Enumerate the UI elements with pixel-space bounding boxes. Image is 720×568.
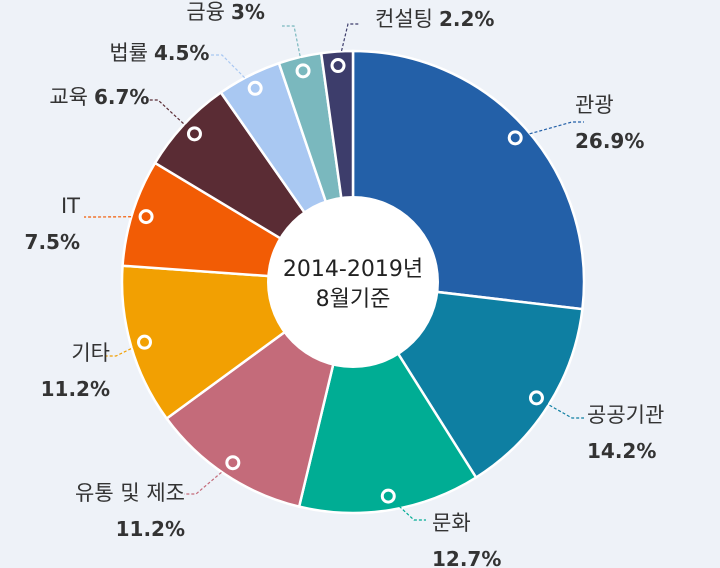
slice-marker-6 xyxy=(138,209,154,225)
slice-marker-2 xyxy=(528,390,544,406)
slice-value-1: 26.9% xyxy=(575,129,644,153)
slice-label-10: 컨설팅 xyxy=(375,7,433,31)
slice-marker-5 xyxy=(137,334,153,350)
slice-value-6: 7.5% xyxy=(25,230,80,254)
slice-marker-7 xyxy=(186,126,202,142)
leader-line-7 xyxy=(146,99,195,135)
slice-label-5: 기타 xyxy=(71,341,110,365)
slice-label-6: IT xyxy=(61,194,80,218)
leader-line-4 xyxy=(184,462,234,495)
slice-value-5: 11.2% xyxy=(41,377,110,401)
slice-value-3: 12.7% xyxy=(432,547,501,568)
slice-marker-9 xyxy=(295,63,311,79)
leader-line-5 xyxy=(104,341,145,357)
leader-line-3 xyxy=(387,495,426,521)
leader-line-10 xyxy=(337,23,360,66)
slice-value-7: 6.7% xyxy=(94,85,149,109)
leader-line-2 xyxy=(536,397,584,419)
leader-line-1 xyxy=(515,121,584,139)
slice-value-4: 11.2% xyxy=(116,517,185,541)
slice-labels: 관광 26.9% 공공기관 14.2% 문화 12.7% 유통 및 제조 11.2% 기타 11.… xyxy=(25,0,665,568)
slice-label-9: 금융 xyxy=(186,0,225,24)
slice-label-4: 유통 및 제조 xyxy=(75,481,185,505)
donut-hole xyxy=(267,196,439,368)
slice-value-8: 4.5% xyxy=(154,41,209,65)
slice-value-2: 14.2% xyxy=(587,439,656,463)
slice-marker-1 xyxy=(507,130,523,146)
center-label-line-1: 2014-2019년 xyxy=(283,257,423,282)
slice-marker-8 xyxy=(247,80,263,96)
slice-marker-4 xyxy=(225,455,241,471)
slice-value-9: 3% xyxy=(231,0,265,24)
slice-label-3: 문화 xyxy=(432,511,471,535)
slice-label-1: 관광 xyxy=(575,93,614,117)
leader-line-8 xyxy=(210,54,256,89)
slice-label-8: 법률 xyxy=(109,41,148,65)
leader-line-9 xyxy=(282,25,304,71)
slice-marker-3 xyxy=(380,488,396,504)
slice-label-2: 공공기관 xyxy=(587,403,664,427)
slice-value-10: 2.2% xyxy=(439,7,494,31)
center-label-line-2: 8월기준 xyxy=(316,287,391,312)
leader-lines xyxy=(84,23,584,521)
slice-label-7: 교육 xyxy=(49,85,88,109)
slice-marker-10 xyxy=(330,58,346,74)
